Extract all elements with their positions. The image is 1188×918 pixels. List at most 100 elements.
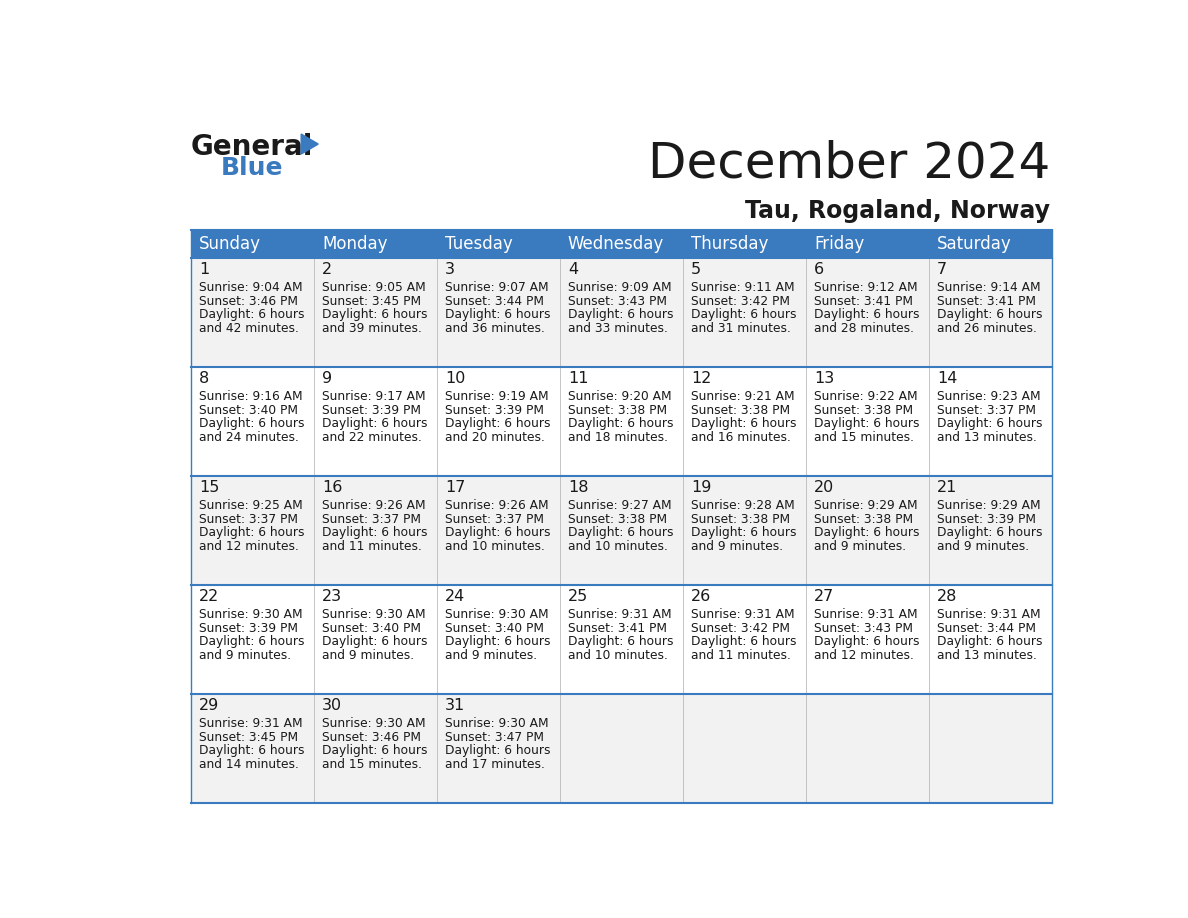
Text: Daylight: 6 hours: Daylight: 6 hours: [937, 635, 1042, 648]
Text: December 2024: December 2024: [647, 140, 1050, 187]
Text: and 15 minutes.: and 15 minutes.: [322, 757, 422, 770]
Text: Sunrise: 9:31 AM: Sunrise: 9:31 AM: [814, 609, 917, 621]
Polygon shape: [302, 134, 318, 154]
Text: 7: 7: [937, 262, 947, 277]
Bar: [683, 230, 807, 258]
Text: Thursday: Thursday: [691, 235, 769, 252]
Text: Sunset: 3:37 PM: Sunset: 3:37 PM: [444, 512, 544, 526]
Text: Blue: Blue: [221, 156, 283, 180]
Text: Sunrise: 9:20 AM: Sunrise: 9:20 AM: [568, 390, 671, 403]
Text: Daylight: 6 hours: Daylight: 6 hours: [568, 526, 674, 539]
Text: General: General: [191, 133, 314, 162]
Text: Sunrise: 9:22 AM: Sunrise: 9:22 AM: [814, 390, 917, 403]
Bar: [191, 367, 1053, 476]
Text: and 9 minutes.: and 9 minutes.: [814, 540, 906, 553]
Text: Daylight: 6 hours: Daylight: 6 hours: [322, 635, 428, 648]
Text: 11: 11: [568, 371, 588, 386]
Text: and 10 minutes.: and 10 minutes.: [568, 649, 668, 662]
Text: Sunset: 3:44 PM: Sunset: 3:44 PM: [937, 621, 1036, 634]
Text: and 9 minutes.: and 9 minutes.: [198, 649, 291, 662]
Text: Daylight: 6 hours: Daylight: 6 hours: [691, 308, 796, 321]
Text: Daylight: 6 hours: Daylight: 6 hours: [814, 635, 920, 648]
Text: 22: 22: [198, 589, 219, 604]
Text: 26: 26: [691, 589, 712, 604]
Text: and 12 minutes.: and 12 minutes.: [198, 540, 298, 553]
Text: Sunset: 3:38 PM: Sunset: 3:38 PM: [568, 512, 666, 526]
Bar: [314, 230, 437, 258]
Text: Daylight: 6 hours: Daylight: 6 hours: [444, 526, 550, 539]
Text: and 14 minutes.: and 14 minutes.: [198, 757, 298, 770]
Text: Daylight: 6 hours: Daylight: 6 hours: [322, 526, 428, 539]
Text: 10: 10: [444, 371, 466, 386]
Text: Tau, Rogaland, Norway: Tau, Rogaland, Norway: [745, 198, 1050, 223]
Text: Sunrise: 9:30 AM: Sunrise: 9:30 AM: [198, 609, 303, 621]
Text: 3: 3: [444, 262, 455, 277]
Text: Daylight: 6 hours: Daylight: 6 hours: [322, 744, 428, 757]
Text: Sunrise: 9:29 AM: Sunrise: 9:29 AM: [814, 499, 917, 512]
Text: Daylight: 6 hours: Daylight: 6 hours: [568, 308, 674, 321]
Text: 27: 27: [814, 589, 834, 604]
Text: Sunrise: 9:30 AM: Sunrise: 9:30 AM: [444, 609, 549, 621]
Text: Sunset: 3:41 PM: Sunset: 3:41 PM: [568, 621, 666, 634]
Text: Sunrise: 9:31 AM: Sunrise: 9:31 AM: [937, 609, 1041, 621]
Text: 2: 2: [322, 262, 331, 277]
Text: Daylight: 6 hours: Daylight: 6 hours: [322, 417, 428, 430]
Text: Wednesday: Wednesday: [568, 235, 664, 252]
Text: Sunrise: 9:21 AM: Sunrise: 9:21 AM: [691, 390, 795, 403]
Text: Daylight: 6 hours: Daylight: 6 hours: [198, 744, 304, 757]
Text: Sunset: 3:46 PM: Sunset: 3:46 PM: [198, 295, 298, 308]
Text: Tuesday: Tuesday: [444, 235, 513, 252]
Text: Daylight: 6 hours: Daylight: 6 hours: [937, 308, 1042, 321]
Text: Sunrise: 9:31 AM: Sunrise: 9:31 AM: [691, 609, 795, 621]
Text: Sunset: 3:42 PM: Sunset: 3:42 PM: [691, 621, 790, 634]
Text: Daylight: 6 hours: Daylight: 6 hours: [198, 308, 304, 321]
Text: Sunset: 3:37 PM: Sunset: 3:37 PM: [322, 512, 421, 526]
Text: 24: 24: [444, 589, 466, 604]
Text: 31: 31: [444, 698, 466, 713]
Text: Sunrise: 9:28 AM: Sunrise: 9:28 AM: [691, 499, 795, 512]
Text: and 28 minutes.: and 28 minutes.: [814, 321, 914, 334]
Text: 28: 28: [937, 589, 958, 604]
Text: 30: 30: [322, 698, 342, 713]
Text: and 11 minutes.: and 11 minutes.: [322, 540, 422, 553]
Text: Daylight: 6 hours: Daylight: 6 hours: [568, 417, 674, 430]
Text: Daylight: 6 hours: Daylight: 6 hours: [814, 417, 920, 430]
Text: 23: 23: [322, 589, 342, 604]
Text: Daylight: 6 hours: Daylight: 6 hours: [814, 526, 920, 539]
Text: Sunset: 3:46 PM: Sunset: 3:46 PM: [322, 731, 421, 744]
Text: 25: 25: [568, 589, 588, 604]
Text: Sunset: 3:39 PM: Sunset: 3:39 PM: [198, 621, 298, 634]
Text: Sunrise: 9:26 AM: Sunrise: 9:26 AM: [444, 499, 549, 512]
Text: Sunrise: 9:07 AM: Sunrise: 9:07 AM: [444, 281, 549, 294]
Text: and 12 minutes.: and 12 minutes.: [814, 649, 914, 662]
Text: and 13 minutes.: and 13 minutes.: [937, 649, 1037, 662]
Bar: [191, 476, 1053, 585]
Text: and 9 minutes.: and 9 minutes.: [322, 649, 413, 662]
Text: Daylight: 6 hours: Daylight: 6 hours: [198, 417, 304, 430]
Text: Sunrise: 9:09 AM: Sunrise: 9:09 AM: [568, 281, 671, 294]
Text: Sunrise: 9:30 AM: Sunrise: 9:30 AM: [322, 717, 425, 730]
Text: 29: 29: [198, 698, 219, 713]
Text: Sunset: 3:45 PM: Sunset: 3:45 PM: [322, 295, 421, 308]
Text: Sunrise: 9:30 AM: Sunrise: 9:30 AM: [322, 609, 425, 621]
Text: 20: 20: [814, 480, 834, 495]
Text: Sunrise: 9:12 AM: Sunrise: 9:12 AM: [814, 281, 917, 294]
Text: and 39 minutes.: and 39 minutes.: [322, 321, 422, 334]
Text: Sunset: 3:42 PM: Sunset: 3:42 PM: [691, 295, 790, 308]
Text: Sunrise: 9:11 AM: Sunrise: 9:11 AM: [691, 281, 795, 294]
Text: Sunset: 3:37 PM: Sunset: 3:37 PM: [198, 512, 298, 526]
Text: Daylight: 6 hours: Daylight: 6 hours: [691, 417, 796, 430]
Text: and 13 minutes.: and 13 minutes.: [937, 431, 1037, 443]
Text: Sunset: 3:38 PM: Sunset: 3:38 PM: [814, 512, 914, 526]
Text: 18: 18: [568, 480, 588, 495]
Text: 15: 15: [198, 480, 220, 495]
Text: Sunset: 3:40 PM: Sunset: 3:40 PM: [322, 621, 421, 634]
Text: Sunday: Sunday: [198, 235, 261, 252]
Text: Sunrise: 9:17 AM: Sunrise: 9:17 AM: [322, 390, 425, 403]
Text: Sunset: 3:41 PM: Sunset: 3:41 PM: [814, 295, 912, 308]
Text: Sunrise: 9:31 AM: Sunrise: 9:31 AM: [198, 717, 303, 730]
Bar: [929, 230, 1053, 258]
Text: and 20 minutes.: and 20 minutes.: [444, 431, 545, 443]
Text: 4: 4: [568, 262, 579, 277]
Text: Sunset: 3:39 PM: Sunset: 3:39 PM: [322, 404, 421, 417]
